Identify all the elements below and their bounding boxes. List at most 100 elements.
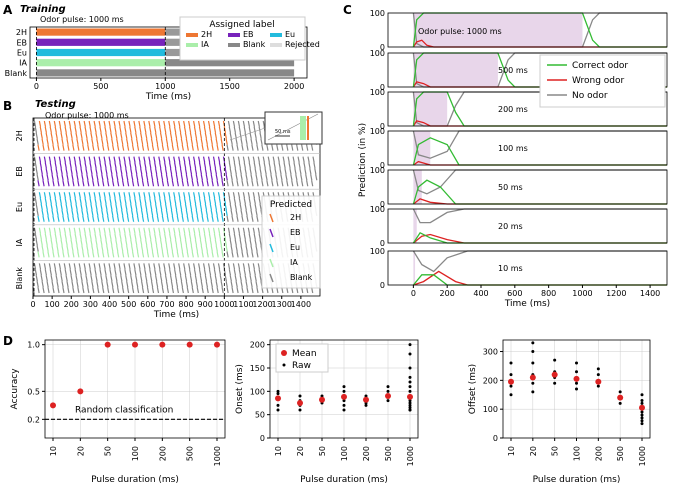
panel-b-raster-mark <box>120 203 123 211</box>
panel-b-xtick-label: 600 <box>140 300 155 309</box>
panel-b-raster-mark <box>298 162 301 169</box>
panel-b-raster-mark <box>156 286 160 294</box>
panel-d-ytick-label: 0.2 <box>27 415 40 424</box>
panel-d-mean-point <box>573 375 580 382</box>
panel-b-raster-mark <box>227 120 231 128</box>
panel-b-raster-mark <box>141 144 145 151</box>
panel-b-raster-mark <box>160 245 164 252</box>
panel-b-raster-mark <box>81 174 84 181</box>
panel-b-raster-mark <box>66 281 69 288</box>
panel-b-raster-mark <box>198 269 202 276</box>
panel-b-raster-mark <box>93 156 96 163</box>
panel-b-raster-mark <box>105 168 108 175</box>
panel-b-raster-mark <box>242 192 246 199</box>
panel-d-mean-point <box>297 400 303 406</box>
panel-b-raster-mark <box>178 120 181 128</box>
panel-b-raster-mark <box>188 269 192 276</box>
panel-b-raster-mark <box>145 138 149 145</box>
panel-b-raster-mark <box>125 132 128 139</box>
panel-b-raster-mark <box>207 263 211 270</box>
panel-b-raster-mark <box>207 192 211 199</box>
panel-b-raster-mark <box>95 239 98 246</box>
panel-b-raster-mark <box>232 192 236 199</box>
panel-b-raster-mark <box>77 251 80 258</box>
panel-b-raster-mark <box>150 132 153 139</box>
panel-b-raster-mark <box>240 281 243 288</box>
panel-b-raster-mark <box>203 233 207 240</box>
panel-b-raster-mark <box>99 269 102 276</box>
panel-b-raster-mark <box>33 120 37 128</box>
panel-b-raster-mark <box>88 227 91 234</box>
panel-b-raster-mark <box>84 198 87 205</box>
panel-b-raster-mark <box>178 233 182 240</box>
panel-b-raster-mark <box>232 156 236 163</box>
panel-b-raster-mark <box>48 120 52 128</box>
panel-b-raster-mark <box>178 198 182 205</box>
panel-b-raster-mark <box>246 286 249 294</box>
panel-b-raster-mark <box>248 269 251 276</box>
panel-b-raster-mark <box>79 269 82 276</box>
panel-b-raster-mark <box>245 138 248 145</box>
panel-d-ytick-label: 300 <box>483 348 498 357</box>
panel-b-raster-mark <box>259 132 262 139</box>
panel-b-raster-mark <box>170 245 174 252</box>
panel-b-raster-mark <box>200 209 203 216</box>
panel-b-raster-mark <box>249 275 252 282</box>
panel-b-raster-mark <box>47 286 50 294</box>
panel-b-xlabel: Time (ms) <box>153 310 199 320</box>
panel-a-legend-swatch <box>270 43 282 47</box>
panel-b-raster-mark <box>169 269 172 276</box>
panel-b-raster-mark <box>76 209 79 216</box>
panel-b-raster-mark <box>43 120 47 128</box>
panel-b-legend-box <box>261 195 321 289</box>
panel-b-raster-mark <box>290 174 293 181</box>
panel-b-pulse-note: Odor pulse: 1000 ms <box>45 111 129 120</box>
panel-b-raster-mark <box>130 168 133 175</box>
panel-b-raster-mark <box>159 275 163 282</box>
panel-b-raster-mark <box>42 180 45 187</box>
panel-b-raster-mark <box>72 286 75 294</box>
panel-b-raster-mark <box>164 132 168 139</box>
panel-b-raster-mark <box>233 162 237 169</box>
panel-b-raster-mark <box>169 168 173 175</box>
panel-b-legend-swatch <box>269 228 274 238</box>
panel-b-raster-mark <box>261 180 264 187</box>
panel-b-raster-mark <box>73 192 76 199</box>
panel-b-raster-mark <box>184 203 188 211</box>
panel-c-ytick-label: 100 <box>370 205 385 214</box>
panel-b-raster-mark <box>116 251 120 258</box>
panel-b-raster-mark <box>149 162 152 169</box>
panel-b-raster-mark <box>256 144 259 151</box>
panel-b-raster-mark <box>253 233 256 240</box>
panel-d-raw-point <box>408 366 412 370</box>
panel-b-raster-mark <box>193 162 197 169</box>
panel-d-xtick-label: 20 <box>529 446 538 456</box>
panel-b-raster-mark <box>116 281 119 288</box>
panel-c-frame <box>387 91 668 127</box>
panel-b-raster-mark <box>86 281 89 288</box>
panel-b-raster-mark <box>239 203 242 211</box>
panel-d-mean-point <box>639 404 645 411</box>
panel-b-raster-mark <box>204 203 208 211</box>
panel-b-raster-mark <box>93 192 96 199</box>
panel-b-raster-mark <box>42 144 45 151</box>
panel-c-subplot-label: 500 ms <box>498 66 528 75</box>
panel-b-raster-mark <box>34 162 38 169</box>
panel-b-raster-mark <box>59 269 62 276</box>
panel-b-raster-mark <box>38 263 42 270</box>
panel-b-raster-mark <box>101 245 104 252</box>
panel-b-raster-mark <box>174 269 177 276</box>
panel-d-raw-point <box>408 352 412 356</box>
panel-b-raster-mark <box>97 144 100 151</box>
panel-b-raster-mark <box>135 209 139 216</box>
panel-b-raster-mark <box>103 227 106 234</box>
panel-b-raster-mark <box>299 168 302 175</box>
panel-d-raw-point <box>408 343 412 347</box>
panel-b-raster-mark <box>126 174 129 181</box>
panel-b-raster-mark <box>83 192 86 199</box>
panel-b-raster-mark <box>82 251 85 258</box>
panel-b-raster-mark <box>202 120 206 128</box>
panel-b-raster-mark <box>160 138 164 145</box>
panel-b-raster-mark <box>296 144 299 151</box>
panel-b-raster-mark <box>106 174 109 181</box>
